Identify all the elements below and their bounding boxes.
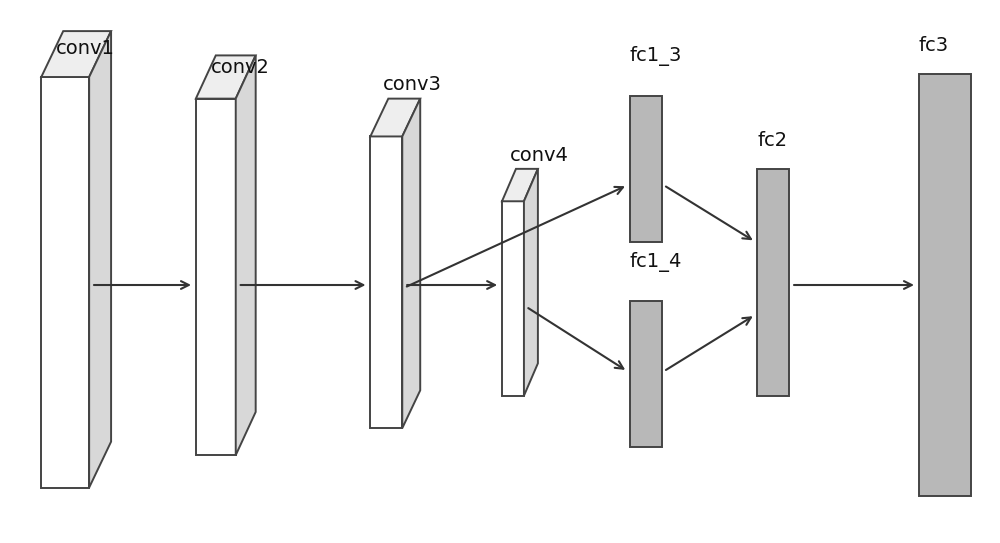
Text: fc1_4: fc1_4 [630,251,682,272]
Polygon shape [196,55,256,99]
Polygon shape [919,74,971,496]
Polygon shape [236,55,256,455]
Polygon shape [196,99,236,455]
Polygon shape [370,99,420,136]
Polygon shape [630,96,662,242]
Polygon shape [402,99,420,428]
Polygon shape [757,169,789,396]
Polygon shape [370,136,402,428]
Polygon shape [502,169,538,201]
Polygon shape [41,77,89,488]
Polygon shape [502,201,524,396]
Text: fc2: fc2 [757,131,787,150]
Text: conv3: conv3 [383,75,442,94]
Text: conv4: conv4 [510,146,569,165]
Text: conv2: conv2 [211,58,270,77]
Text: conv1: conv1 [56,39,115,58]
Text: fc3: fc3 [919,36,949,55]
Polygon shape [524,169,538,396]
Polygon shape [89,31,111,488]
Polygon shape [630,301,662,447]
Text: fc1_3: fc1_3 [630,46,682,66]
Polygon shape [41,31,111,77]
